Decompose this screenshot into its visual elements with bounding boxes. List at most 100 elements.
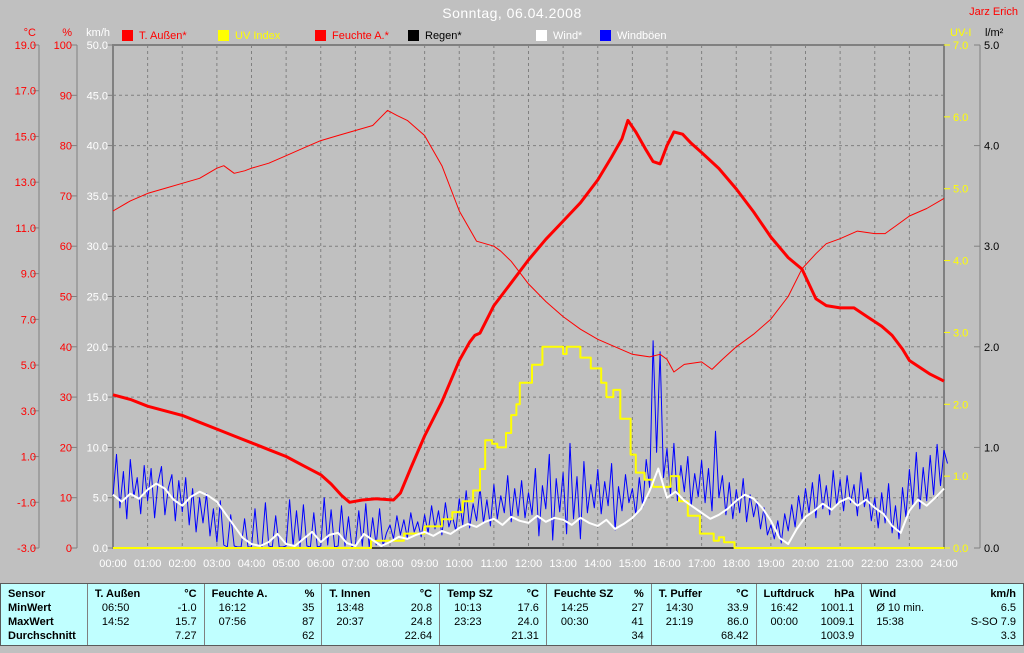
legend-swatch [600, 30, 611, 41]
stat-value: 27 [631, 602, 644, 614]
table-column-t-puffer: T. Puffer °C 14:30 33.9 21:19 86.0 68.42 [652, 584, 757, 645]
stat-time: 14:25 [560, 602, 589, 614]
x-axis-label: 11:00 [481, 558, 508, 570]
stat-value: -1.0 [177, 602, 197, 614]
axis-tick-label: 9.0 [21, 269, 36, 281]
x-axis-label: 22:00 [861, 558, 889, 570]
sensor-unit: °C [419, 588, 433, 600]
stat-avg: 21.31 [440, 629, 546, 643]
sensor-unit: % [633, 588, 644, 600]
legend-item-wind-: Wind* [536, 29, 582, 42]
series-line-windb-en [112, 340, 948, 548]
column-header: Temp SZ °C [440, 587, 546, 601]
stat-value: 6.5 [1000, 602, 1016, 614]
axis-tick-label: 3.0 [21, 406, 36, 418]
axis-tick-label: 40.0 [87, 141, 108, 153]
sensor-unit: °C [184, 588, 197, 600]
stat-value: 87 [302, 616, 315, 628]
axis-tick-label: 5.0 [21, 360, 36, 372]
axis-tick-label: 4.0 [953, 256, 968, 268]
stat-value: 1001.1 [820, 602, 855, 614]
legend-label: Windböen [617, 29, 667, 42]
sensor-stats-table: Sensor MinWert MaxWert Durchschnitt T. Außen… [0, 583, 1024, 646]
axis-tick-label: 7.0 [953, 40, 968, 52]
stat-time: 15:38 [876, 616, 904, 628]
legend-swatch [315, 30, 326, 41]
column-header: T. Puffer °C [652, 587, 756, 601]
x-axis-label: 12:00 [515, 558, 543, 570]
axis-tick-label: 4.0 [984, 141, 999, 153]
stat-time: 23:23 [454, 616, 482, 628]
axis-tick-label: 6.0 [953, 112, 968, 124]
x-axis-label: 06:00 [307, 558, 335, 570]
sensor-name: T. Innen [329, 588, 371, 600]
page-title: Sonntag, 06.04.2008 [442, 5, 582, 21]
stat-value: 22.64 [404, 630, 433, 642]
axis-tick-label: 30 [60, 392, 72, 404]
axis-tick-label: 1.0 [953, 471, 968, 483]
table-column-wind: Wind km/h Ø 10 min. 6.5 15:38 S-SO 7.9 3.3 [862, 584, 1023, 645]
sensor-name: Temp SZ [447, 588, 493, 600]
x-axis-label: 17:00 [688, 558, 716, 570]
legend-item-regen-: Regen* [408, 29, 462, 42]
axis-tick-label: 11.0 [15, 223, 36, 235]
x-axis-label: 05:00 [272, 558, 300, 570]
sensor-unit: °C [736, 588, 749, 600]
axis-tick-label: 13.0 [15, 177, 36, 189]
left-axis-unit-percent: % [62, 27, 72, 39]
table-column-luftdruck: Luftdruck hPa 16:42 1001.1 00:00 1009.1 1003.9 [757, 584, 863, 645]
axis-tick-label: 35.0 [87, 191, 108, 203]
column-header: T. Außen °C [88, 587, 204, 601]
legend-item-uv-index: UV Index [218, 29, 280, 42]
stat-time: 06:50 [101, 602, 130, 614]
sensor-name: Feuchte SZ [553, 588, 614, 600]
table-column-sensor: Sensor MinWert MaxWert Durchschnitt [1, 584, 88, 645]
stat-value: 21.31 [511, 630, 539, 642]
stat-value: S-SO 7.9 [970, 616, 1016, 628]
stat-time: Ø 10 min. [876, 602, 924, 614]
sensor-name: T. Außen [94, 588, 141, 600]
axis-tick-label: 90 [60, 90, 72, 102]
x-axis-label: 13:00 [549, 558, 577, 570]
axis-tick-label: 0 [66, 543, 72, 555]
axis-tick-label: 3.0 [984, 241, 999, 253]
stat-max: 23:23 24.0 [440, 615, 546, 629]
axis-tick-label: 30.0 [87, 241, 108, 253]
column-header: Luftdruck hPa [757, 587, 862, 601]
left-axis-unit-celsius: °C [23, 27, 36, 39]
table-column-temp-sz: Temp SZ °C 10:13 17.6 23:23 24.0 21.31 [440, 584, 547, 645]
stat-value: 68.42 [720, 630, 749, 642]
x-axis-label: 10:00 [445, 558, 473, 570]
axis-tick-label: 2.0 [984, 342, 999, 354]
x-axis-label: 03:00 [203, 558, 231, 570]
stat-avg: 68.42 [652, 629, 756, 643]
sensor-unit: % [304, 588, 315, 600]
stat-max: 15:38 S-SO 7.9 [862, 615, 1023, 629]
stat-value: 24.0 [517, 616, 539, 628]
sensor-name: T. Puffer [658, 588, 703, 600]
table-column-feuchte-sz: Feuchte SZ% 14:25 27 00:30 41 34 [547, 584, 652, 645]
sensor-unit: hPa [834, 588, 855, 600]
series-line-uv-index [113, 345, 944, 549]
stat-min: 16:42 1001.1 [757, 601, 862, 615]
stat-value: 86.0 [727, 616, 749, 628]
column-header: T. Innen °C [322, 587, 439, 601]
x-axis-label: 08:00 [376, 558, 404, 570]
legend-label: T. Außen* [139, 29, 187, 42]
legend-item-windb-en: Windböen [600, 29, 667, 42]
legend-label: UV Index [235, 29, 281, 42]
stat-avg: 3.3 [862, 629, 1023, 643]
x-axis-label: 14:00 [584, 558, 612, 570]
stat-value: 24.8 [410, 616, 433, 628]
series-line-wind [112, 467, 945, 547]
stat-value: 41 [631, 616, 644, 628]
stat-avg: 7.27 [88, 629, 204, 643]
stat-avg: 22.64 [322, 629, 439, 643]
x-axis-label: 16:00 [653, 558, 681, 570]
axis-tick-label: -1.0 [17, 497, 36, 509]
author-credit: Jarz Erich [969, 6, 1018, 18]
legend-label: Wind* [553, 29, 583, 42]
table-column-t-innen: T. Innen °C 13:48 20.8 20:37 24.8 22.64 [322, 584, 441, 645]
stat-min: 10:13 17.6 [440, 601, 546, 615]
stat-value: 15.7 [175, 616, 197, 628]
